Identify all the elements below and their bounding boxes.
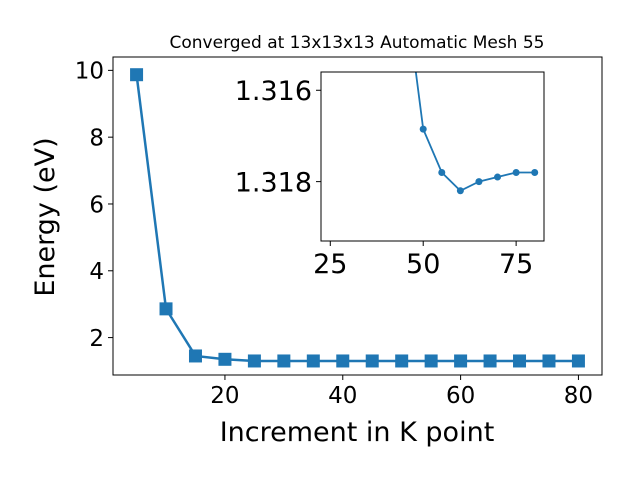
inset-x-tick-label: 75 xyxy=(499,249,533,280)
main-frame xyxy=(112,56,603,376)
inset-background xyxy=(321,72,544,241)
main-y-tick-label: 10 xyxy=(75,59,104,85)
inset-data-point xyxy=(438,168,446,176)
main-x-tick-label: 20 xyxy=(210,383,239,409)
main-data-point xyxy=(159,302,173,316)
inset-y-tick-label: 1.318 xyxy=(235,167,312,198)
main-data-point xyxy=(130,68,144,82)
main-data-point xyxy=(542,354,556,368)
main-data-point xyxy=(395,354,409,368)
inset-axes: 25 50 75 1.316 1.318 xyxy=(235,71,545,280)
inset-data-point xyxy=(512,168,520,176)
inset-y-tick-label: 1.316 xyxy=(235,76,312,107)
inset-data-point xyxy=(475,178,483,186)
main-axes: 20 40 60 80 2 4 6 8 10 xyxy=(75,56,603,409)
main-series-line xyxy=(135,74,579,363)
inset-data-point xyxy=(494,173,502,181)
inset-frame xyxy=(320,71,545,242)
main-data-point xyxy=(247,354,261,368)
main-data-point xyxy=(424,354,438,368)
inset-x-tick-label: 50 xyxy=(406,249,440,280)
main-x-tick-label: 40 xyxy=(328,383,357,409)
main-data-point xyxy=(218,352,232,366)
inset-data-point xyxy=(456,187,464,195)
main-x-tick-label: 80 xyxy=(564,383,593,409)
main-data-point xyxy=(513,354,527,368)
main-y-tick-label: 6 xyxy=(89,192,104,218)
main-y-tick-label: 8 xyxy=(89,125,104,151)
main-data-point xyxy=(454,354,468,368)
main-data-point xyxy=(336,354,350,368)
main-series xyxy=(130,68,585,368)
main-x-tick-label: 60 xyxy=(446,383,475,409)
main-data-point xyxy=(188,349,202,363)
main-y-tick-label: 4 xyxy=(89,259,104,285)
inset-plot: 25 50 75 1.316 1.318 xyxy=(235,71,545,280)
x-axis-label: Increment in K point xyxy=(220,417,495,448)
y-axis-label: Energy (eV) xyxy=(30,137,61,296)
main-data-point xyxy=(306,354,320,368)
main-data-point xyxy=(571,354,585,368)
main-y-tick-label: 2 xyxy=(89,326,104,352)
chart-title: Converged at 13x13x13 Automatic Mesh 55 xyxy=(170,33,545,53)
inset-data-point xyxy=(531,168,539,176)
main-data-point xyxy=(365,354,379,368)
inset-x-tick-label: 25 xyxy=(313,249,347,280)
main-data-point xyxy=(483,354,497,368)
inset-data-point xyxy=(419,125,427,133)
inset-series xyxy=(414,72,539,195)
main-data-point xyxy=(277,354,291,368)
